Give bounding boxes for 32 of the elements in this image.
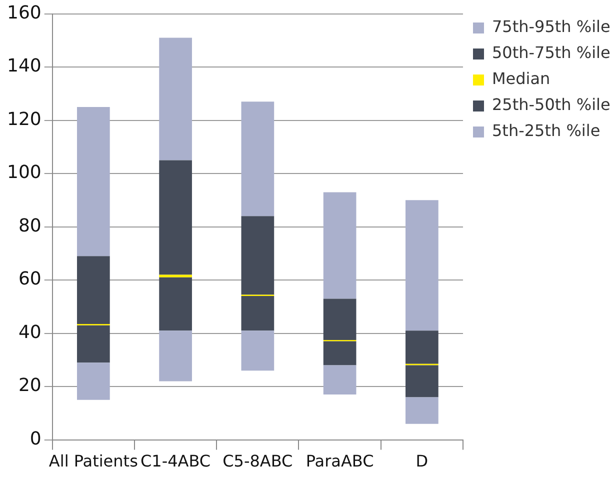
bar [406, 200, 438, 331]
legend-label: 5th-25th %ile [492, 121, 600, 140]
bar [159, 274, 192, 278]
bar [323, 365, 356, 395]
bar [241, 330, 274, 371]
legend-label: 50th-75th %ile [492, 43, 610, 62]
bar [241, 102, 274, 216]
bar [76, 362, 110, 400]
y-tick-label: 0 [30, 428, 42, 450]
x-tick-label: All Patients [48, 452, 138, 471]
y-tick-label: 40 [18, 322, 42, 343]
legend-label: Median [492, 69, 550, 88]
x-tick-label: ParaABC [306, 452, 374, 471]
y-tick-label: 100 [6, 162, 42, 184]
x-tick-label: D [416, 452, 428, 471]
y-tick-label: 20 [18, 375, 42, 396]
x-tick-label: C5-8ABC [222, 452, 293, 471]
bar [159, 160, 192, 275]
y-tick-label: 160 [6, 2, 42, 24]
bar [323, 192, 356, 299]
bar [76, 106, 110, 256]
bar [159, 330, 192, 382]
y-tick-label: 140 [6, 56, 42, 77]
y-tick-label: 80 [18, 215, 42, 236]
y-tick-label: 120 [6, 108, 42, 130]
bar [406, 397, 438, 424]
legend-label: 75th-95th %ile [492, 17, 610, 36]
bar [159, 38, 192, 160]
x-tick-label: C1-4ABC [140, 452, 211, 471]
legend-label: 25th-50th %ile [492, 95, 610, 114]
bar [159, 277, 192, 331]
y-tick-label: 60 [18, 268, 42, 290]
